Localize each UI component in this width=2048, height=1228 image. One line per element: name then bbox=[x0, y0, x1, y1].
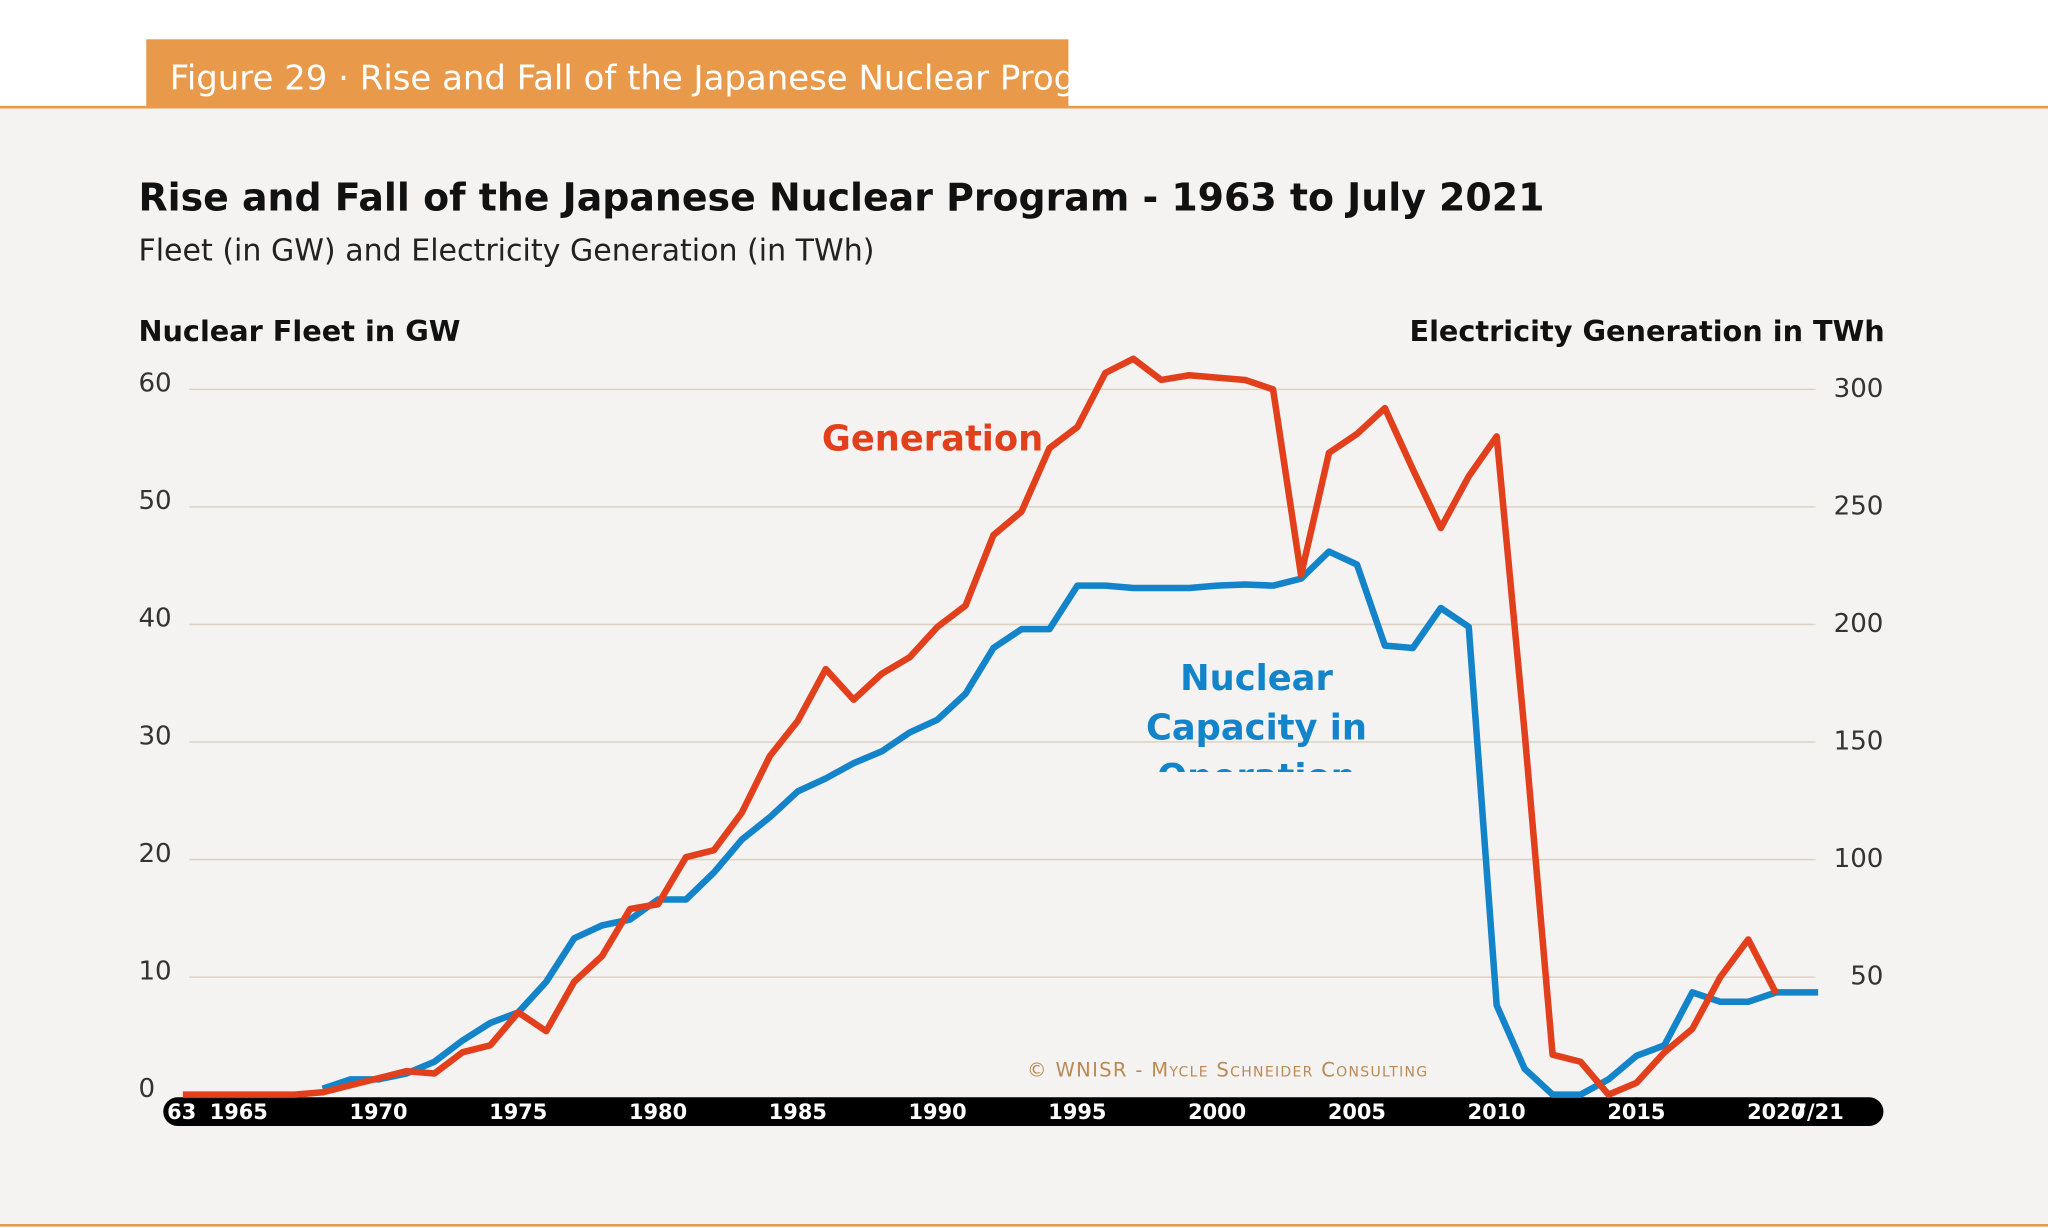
x-tick-label: 1975 bbox=[489, 1100, 547, 1124]
banner bbox=[146, 39, 1069, 108]
grid bbox=[189, 388, 1816, 978]
subtitle: Fleet (in GW) and Electricity Generation… bbox=[138, 234, 874, 269]
series-line bbox=[321, 548, 1819, 1098]
y-tick-label: 10 bbox=[138, 956, 171, 986]
x-tick-label: 63 bbox=[167, 1100, 196, 1124]
series-label: Nuclear Capacity in Operation bbox=[1145, 658, 1367, 772]
y-tick-label: 20 bbox=[138, 839, 171, 869]
y2-tick-label: 50 bbox=[1850, 962, 1883, 992]
series-label-text: Generation bbox=[821, 419, 1044, 460]
x-tick-label: 2005 bbox=[1328, 1100, 1386, 1124]
series-label: Generation bbox=[821, 419, 1044, 460]
x-tick-label: 1970 bbox=[349, 1100, 407, 1124]
credit: © WNISR - Mycle Schneider Consulting bbox=[1027, 1059, 1428, 1082]
x-axis-bar bbox=[163, 1097, 1884, 1126]
y2-axis-label: Electricity Generation in TWh bbox=[1409, 314, 1884, 348]
series-line bbox=[182, 355, 1780, 1098]
banner-text: Figure 29 · Rise and Fall of the Japanes… bbox=[170, 58, 1143, 98]
chart-title: Rise and Fall of the Japanese Nuclear Pr… bbox=[138, 175, 1544, 219]
y-tick-label: 50 bbox=[138, 486, 171, 516]
x-tick-label: 7/21 bbox=[1793, 1100, 1844, 1124]
x-tick-label: 2015 bbox=[1607, 1100, 1665, 1124]
x-tick-label: 2000 bbox=[1188, 1100, 1246, 1124]
y-tick-label: 40 bbox=[138, 604, 171, 634]
x-tick-label: 1990 bbox=[909, 1100, 967, 1124]
panel bbox=[0, 107, 2048, 1226]
y2-tick-label: 300 bbox=[1834, 374, 1884, 404]
y-axis-label: Nuclear Fleet in GW bbox=[138, 314, 460, 348]
y2-tick-label: 150 bbox=[1834, 727, 1884, 757]
y-tick-label: 0 bbox=[138, 1074, 155, 1104]
x-tick-label: 2010 bbox=[1468, 1100, 1526, 1124]
y-tick-label: 30 bbox=[138, 721, 171, 751]
x-tick-label: 1980 bbox=[629, 1100, 687, 1124]
y2-tick-label: 250 bbox=[1834, 491, 1884, 521]
y2-tick-label: 200 bbox=[1834, 609, 1884, 639]
x-tick-label: 2020 bbox=[1747, 1100, 1805, 1124]
x-tick-label: 1965 bbox=[210, 1100, 268, 1124]
x-tick-label: 1985 bbox=[769, 1100, 827, 1124]
series-label-text: Nuclear Capacity in Operation bbox=[1145, 658, 1367, 772]
y-tick-label: 60 bbox=[138, 369, 171, 399]
x-tick-label: 1995 bbox=[1048, 1100, 1106, 1124]
y2-tick-label: 100 bbox=[1834, 844, 1884, 874]
